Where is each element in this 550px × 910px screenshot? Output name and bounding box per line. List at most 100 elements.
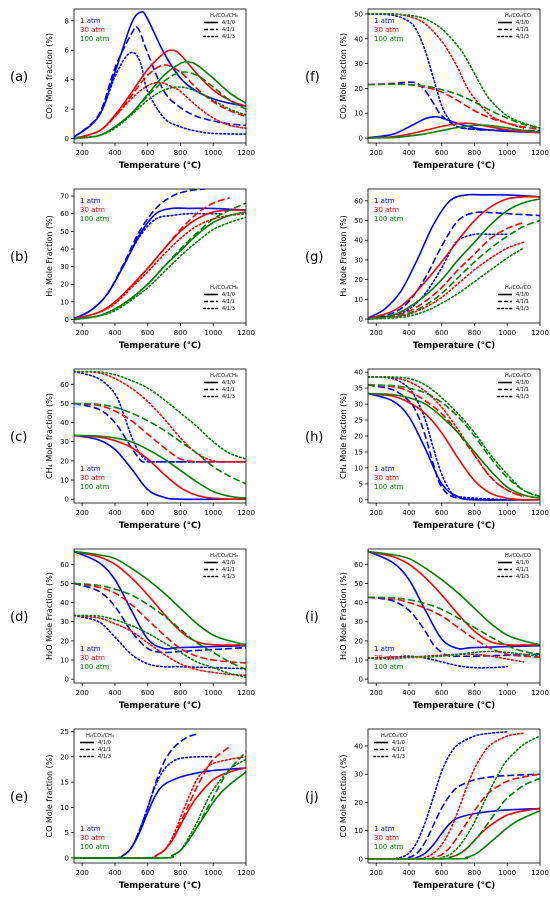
series-line [368,241,525,320]
pressure-label: 1 atm [374,465,395,473]
x-axis-label: Temperature (°C) [413,701,495,711]
series-line [368,550,540,646]
series-line [368,807,540,860]
chart-panel-g: (g) 200 400 600 800 1000 1200 0 10 20 30 40 50 60 Temp… [305,188,549,351]
series-line [368,221,524,320]
y-axis-label: CO₂ Mole fraction (%) [45,33,54,119]
x-tick-label: 1200 [237,149,255,157]
legend-label: 4/1/1 [516,299,529,305]
series-line [74,209,246,320]
x-tick-label: 1000 [498,689,516,697]
series-line [74,614,246,670]
panel-label: (a) [10,70,28,85]
y-axis-label: CO Mole fraction (%) [339,754,348,837]
y-tick-label: 30 [60,438,69,446]
y-tick-label: 10 [354,464,363,472]
x-tick-label: 1200 [531,149,549,157]
pressure-label: 30 atm [374,654,399,662]
y-tick-label: 60 [354,197,363,205]
pressure-label: 100 atm [80,663,110,671]
x-tick-label: 400 [402,509,415,517]
pressure-label: 100 atm [374,215,404,223]
y-tick-label: 10 [60,804,69,812]
series-line [74,756,246,859]
series-line [74,25,246,138]
x-tick-label: 1200 [531,509,549,517]
y-tick-label: 0 [359,496,363,504]
series-line [368,12,525,129]
chart-panel-a: (a) 200 400 600 800 1000 1200 0 2 4 6 8 Temperature … [10,8,255,171]
x-tick-label: 1200 [531,869,549,877]
series-line [74,582,246,671]
legend: H₂/CO₂/CO4/1/04/1/14/1/3 [497,373,531,400]
legend-label: 4/1/1 [222,567,235,573]
y-tick-label: 8 [65,17,69,25]
x-tick-label: 1200 [237,869,255,877]
x-tick-label: 600 [435,509,448,517]
legend-label: 4/1/3 [98,754,111,760]
x-tick-label: 600 [141,869,154,877]
legend-label: 4/1/3 [222,574,235,580]
x-tick-label: 1200 [531,689,549,697]
y-tick-label: 10 [354,827,363,835]
y-tick-label: 10 [60,657,69,665]
plot-frame [73,728,247,864]
legend-label: 4/1/1 [516,387,529,393]
x-tick-label: 1200 [237,329,255,337]
pressure-label: 100 atm [80,843,110,851]
series-line [368,376,540,498]
x-tick-label: 600 [141,689,154,697]
series-group [368,12,540,139]
x-tick-label: 1000 [204,509,222,517]
x-tick-label: 600 [435,689,448,697]
x-tick-label: 600 [435,149,448,157]
y-tick-label: 40 [354,599,363,607]
x-tick-label: 800 [174,329,187,337]
pressure-label: 100 atm [80,215,110,223]
x-tick-label: 1000 [204,869,222,877]
y-tick-label: 20 [354,85,363,93]
legend-label: 4/1/3 [222,306,235,312]
legend-title: H₂/CO₂/CH₄ [210,285,238,291]
series-line [74,550,246,646]
x-tick-label: 800 [174,149,187,157]
x-tick-label: 400 [402,329,415,337]
x-tick-label: 1200 [531,329,549,337]
y-tick-label: 35 [354,385,363,393]
series-line [74,51,246,138]
pressure-label: 1 atm [80,17,101,25]
x-tick-label: 200 [76,329,89,337]
series-group [74,550,246,679]
legend-label: 4/1/3 [222,34,235,40]
y-axis-label: CH₄ Mole fraction (%) [339,393,348,479]
series-line [74,755,215,859]
legend-label: 4/1/3 [516,574,529,580]
series-line [74,550,246,650]
y-tick-label: 40 [60,245,69,253]
legend-title: H₂/CO₂/CO [381,733,407,739]
y-tick-label: 10 [354,110,363,118]
pressure-label: 1 atm [374,17,395,25]
x-tick-label: 800 [174,689,187,697]
series-line [74,582,246,654]
x-tick-label: 800 [174,869,187,877]
panel-label: (h) [305,430,323,445]
series-line [74,370,246,463]
y-tick-label: 10 [60,477,69,485]
y-tick-label: 0 [65,135,69,143]
y-tick-label: 40 [354,35,363,43]
y-tick-label: 10 [354,657,363,665]
y-tick-label: 10 [60,298,69,306]
y-tick-label: 20 [354,276,363,284]
y-tick-label: 15 [60,779,69,787]
x-tick-label: 200 [370,149,383,157]
y-tick-label: 40 [60,599,69,607]
series-line [74,216,246,321]
series-line [368,384,540,498]
legend-label: 4/1/1 [222,299,235,305]
y-tick-label: 0 [359,676,363,684]
series-group [368,550,540,669]
pressure-label: 30 atm [80,474,105,482]
y-tick-label: 30 [354,618,363,626]
